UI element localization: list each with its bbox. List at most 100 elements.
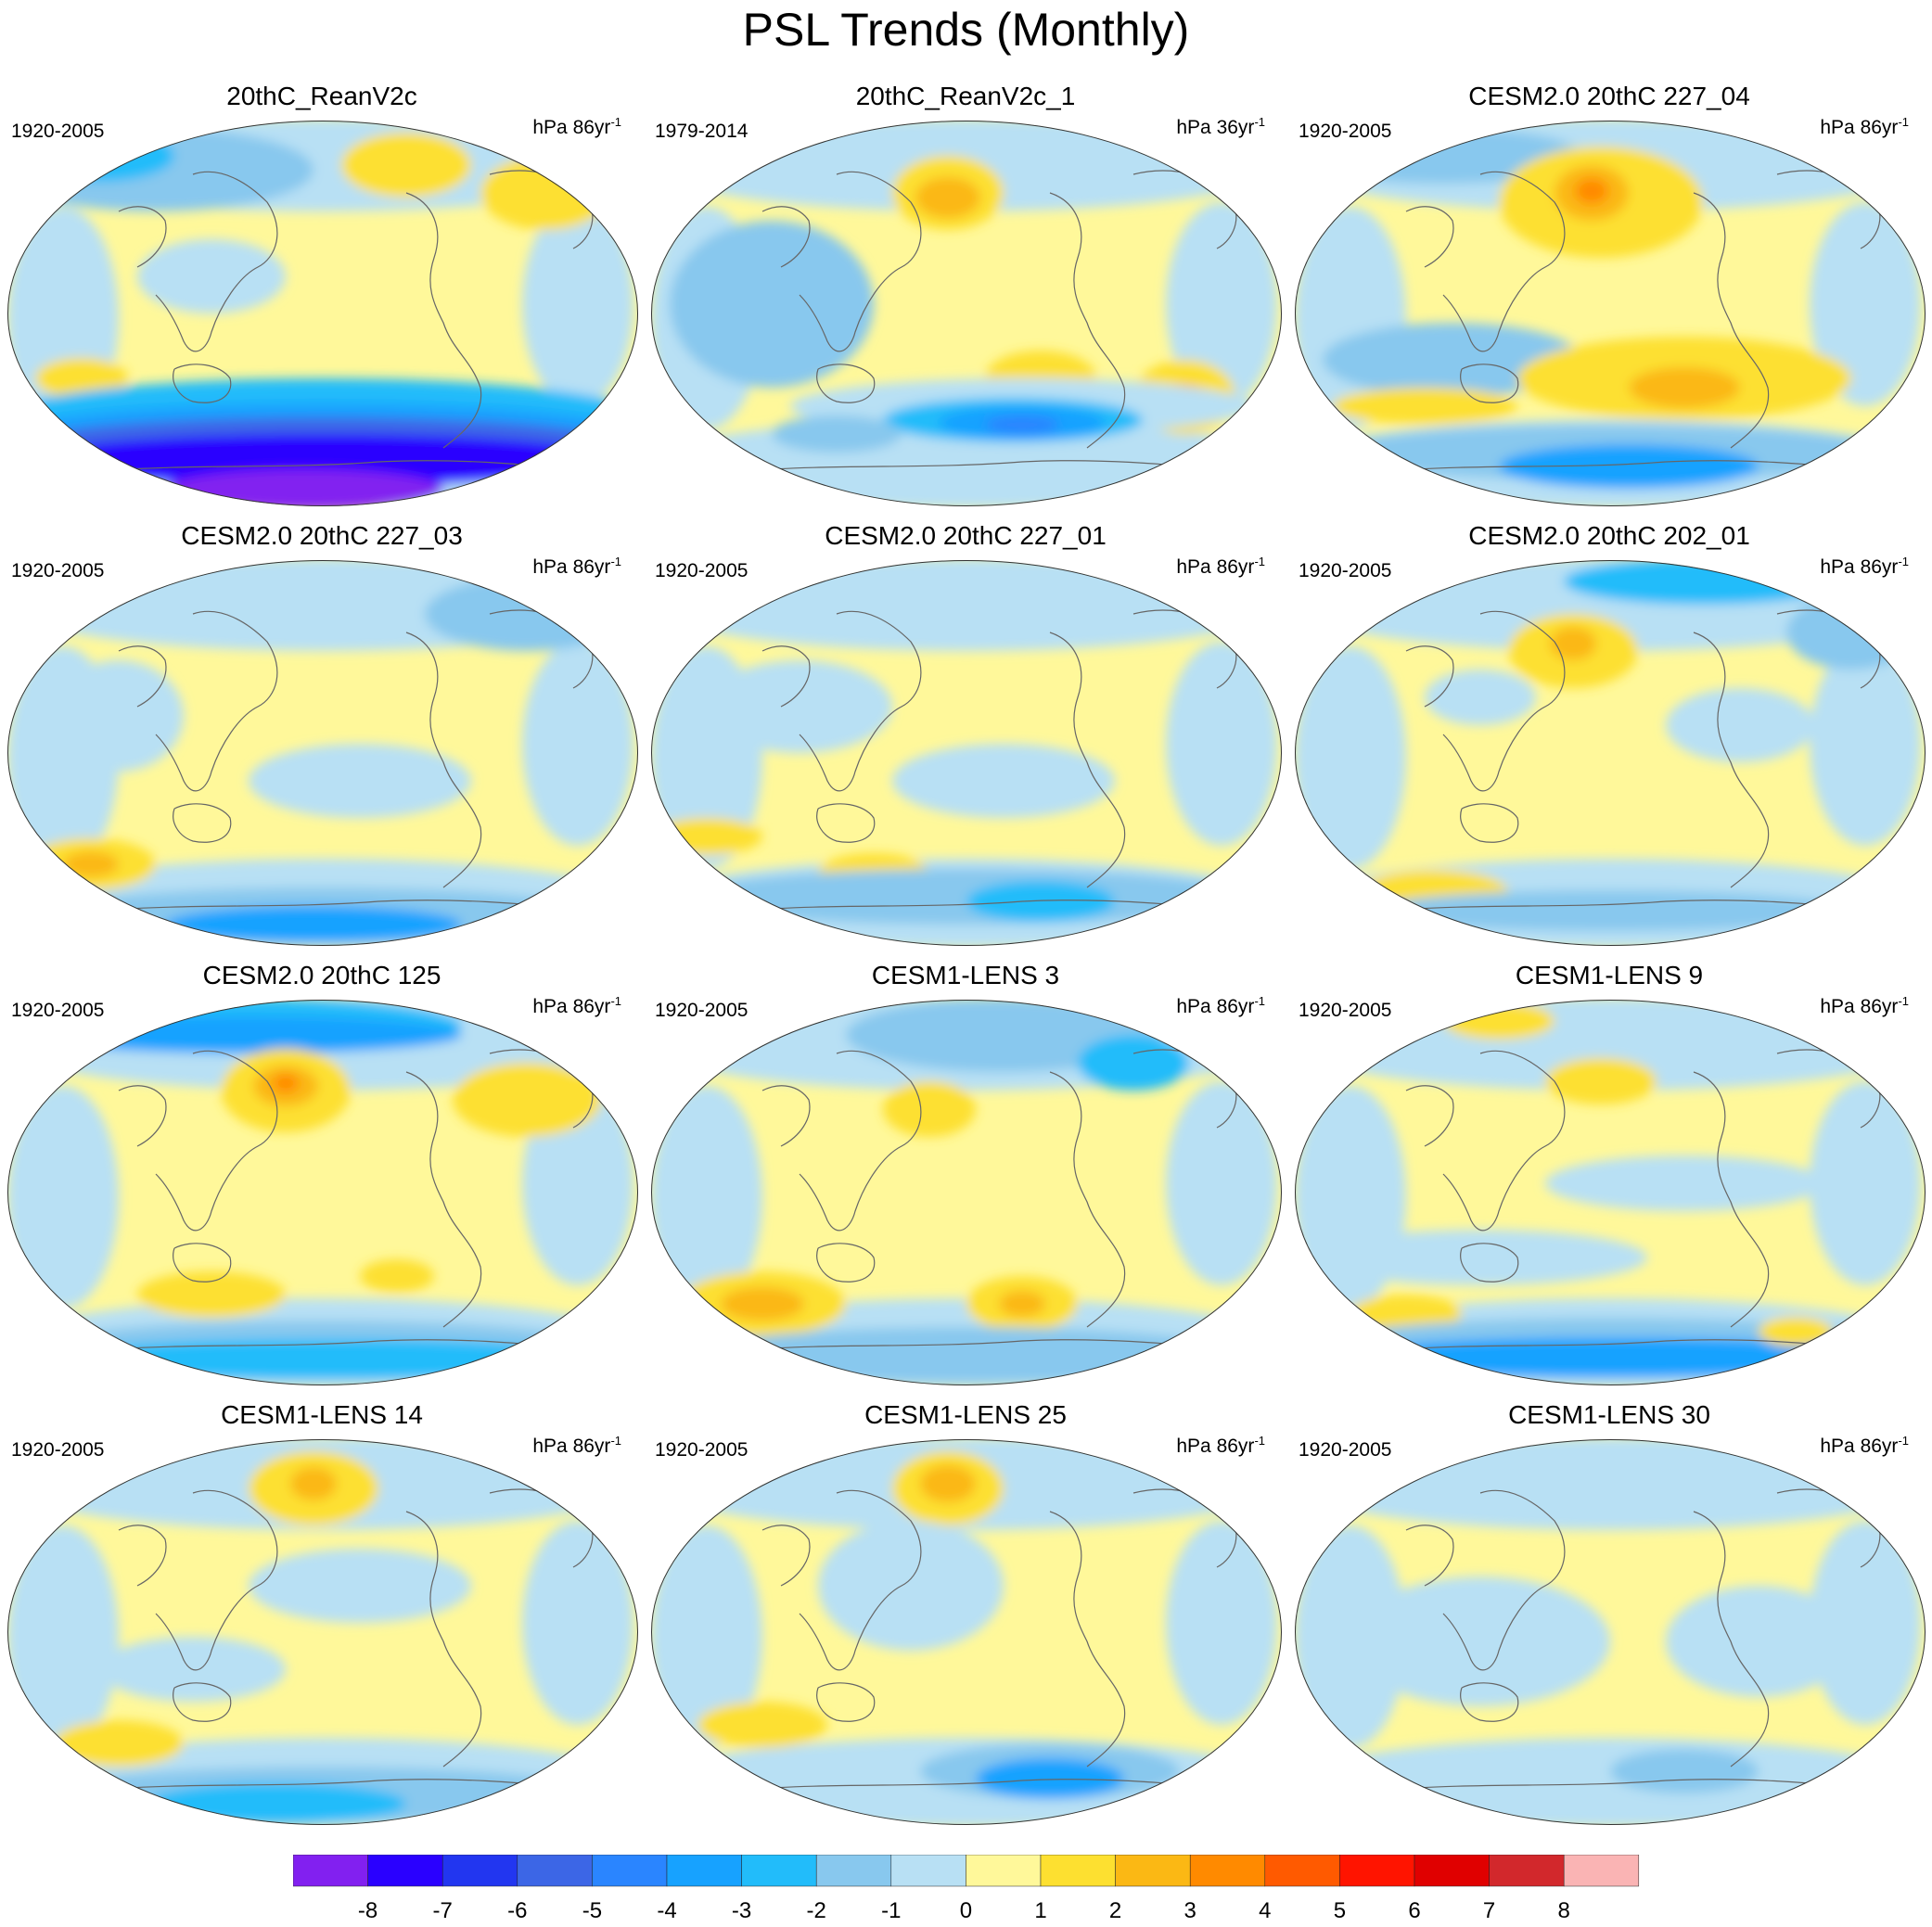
colorbar-swatch [666,1855,742,1887]
contour-region [165,906,462,943]
coastline [405,1511,482,1767]
trend-map [1295,1000,1926,1385]
colorbar-swatch [741,1855,817,1887]
coastline [1049,1071,1126,1328]
coastline [816,364,876,403]
coastline [816,1243,876,1283]
contour-region [883,1081,976,1137]
contour-region [273,1074,299,1092]
panel-period: 1920-2005 [655,560,748,581]
colorbar-label: 5 [1334,1898,1346,1923]
colorbar-swatch [441,1855,518,1887]
contour-region [966,881,1115,922]
colorbar-label: -5 [582,1898,602,1923]
contour-region [999,1291,1045,1317]
colorbar-swatch [966,1855,1042,1887]
panel-period: 1920-2005 [11,121,105,142]
panel-period: 1920-2005 [11,560,105,581]
contour-region [1350,1576,1610,1706]
coastline [118,206,167,268]
colorbar-label: 8 [1558,1898,1570,1923]
contour-region [522,1521,633,1725]
panel-title: CESM1-LENS 25 [864,1400,1067,1429]
contour-region [341,133,471,198]
colorbar-label: 7 [1483,1898,1495,1923]
panel-units: hPa 86yr-1 [532,994,621,1017]
contour-region [1166,1521,1277,1725]
panel-title: CESM2.0 20thC 227_03 [181,521,463,550]
contour-region [1166,642,1277,846]
contour-region [1295,1525,1406,1748]
panel-title: CESM2.0 20thC 227_04 [1468,82,1750,110]
contour-region [7,1525,119,1748]
contour-region [137,1271,286,1318]
contour-region [1545,1058,1657,1104]
coastline [118,645,167,708]
contour-region [1810,642,1921,846]
coastline [1460,1243,1519,1283]
contour-region [721,1287,804,1321]
contour-region [1313,1230,1647,1285]
colorbar-swatch [1115,1855,1191,1887]
trend-map [651,1439,1282,1825]
panel-units: hPa 86yr-1 [1176,994,1265,1017]
panel-title: CESM2.0 20thC 125 [202,961,441,989]
panel-title: CESM2.0 20thC 227_01 [825,521,1107,550]
colorbar-label: 3 [1184,1898,1196,1923]
coastline [173,803,232,843]
contour-region [670,221,874,388]
map-panel: CESM1-LENS 25 1920-2005 hPa 86yr-1 [644,1319,1287,1825]
contour-region [137,239,286,313]
trend-map [7,560,638,946]
contour-region [63,851,119,877]
colorbar-label: -6 [507,1898,527,1923]
coastline [1405,206,1454,268]
map-border [1295,1000,1926,1385]
contour-region [1564,560,1842,605]
panel-units: hPa 36yr-1 [1176,115,1265,138]
colorbar-label: -1 [881,1898,901,1923]
map-border [651,1000,1282,1385]
coastline [799,610,922,792]
panel-title: 20thC_ReanV2c_1 [855,82,1076,110]
map-panel: CESM2.0 20thC 227_03 1920-2005 hPa 86yr-… [0,440,644,946]
contour-region [1332,1762,1888,1818]
contour-region [54,1720,184,1767]
contour-region [1810,1521,1921,1725]
coastline [155,171,278,352]
coastline [799,1050,922,1231]
map-border [7,121,638,506]
coastline [1693,1511,1770,1767]
panel-title: CESM1-LENS 14 [221,1400,423,1429]
trend-map [1295,1439,1926,1825]
colorbar-label: -7 [433,1898,453,1923]
contour-region [522,642,633,846]
colorbar-label: 0 [960,1898,972,1923]
colorbar-label: -4 [657,1898,676,1923]
map-border [7,560,638,946]
panel-period: 1920-2005 [11,1439,105,1461]
coastline [1693,1071,1770,1328]
panel-units: hPa 86yr-1 [1176,1434,1265,1457]
panel-units: hPa 86yr-1 [1820,1434,1909,1457]
map-border [1295,1439,1926,1825]
contour-region [26,130,174,182]
contour-region [1499,444,1759,489]
contour-region [522,202,633,406]
contour-region [1610,1749,1759,1793]
contour-region [651,1525,762,1748]
contour-region [976,1758,1124,1799]
coastline [761,1085,811,1147]
coastline [1049,632,1126,888]
coastline [1442,1050,1566,1231]
coastline [155,1050,278,1231]
colorbar: -8 -7 -6 -5 -4 -3 -2 -1 0 1 2 3 4 5 6 7 8 [293,1855,1640,1923]
coastline [816,1682,876,1722]
coastline [405,1071,482,1328]
contour-region [1575,178,1608,204]
map-border [7,1439,638,1825]
contour-region [1425,670,1536,725]
colorbar-label: 1 [1034,1898,1046,1923]
coastline [799,1489,922,1671]
contour-region [54,660,184,772]
